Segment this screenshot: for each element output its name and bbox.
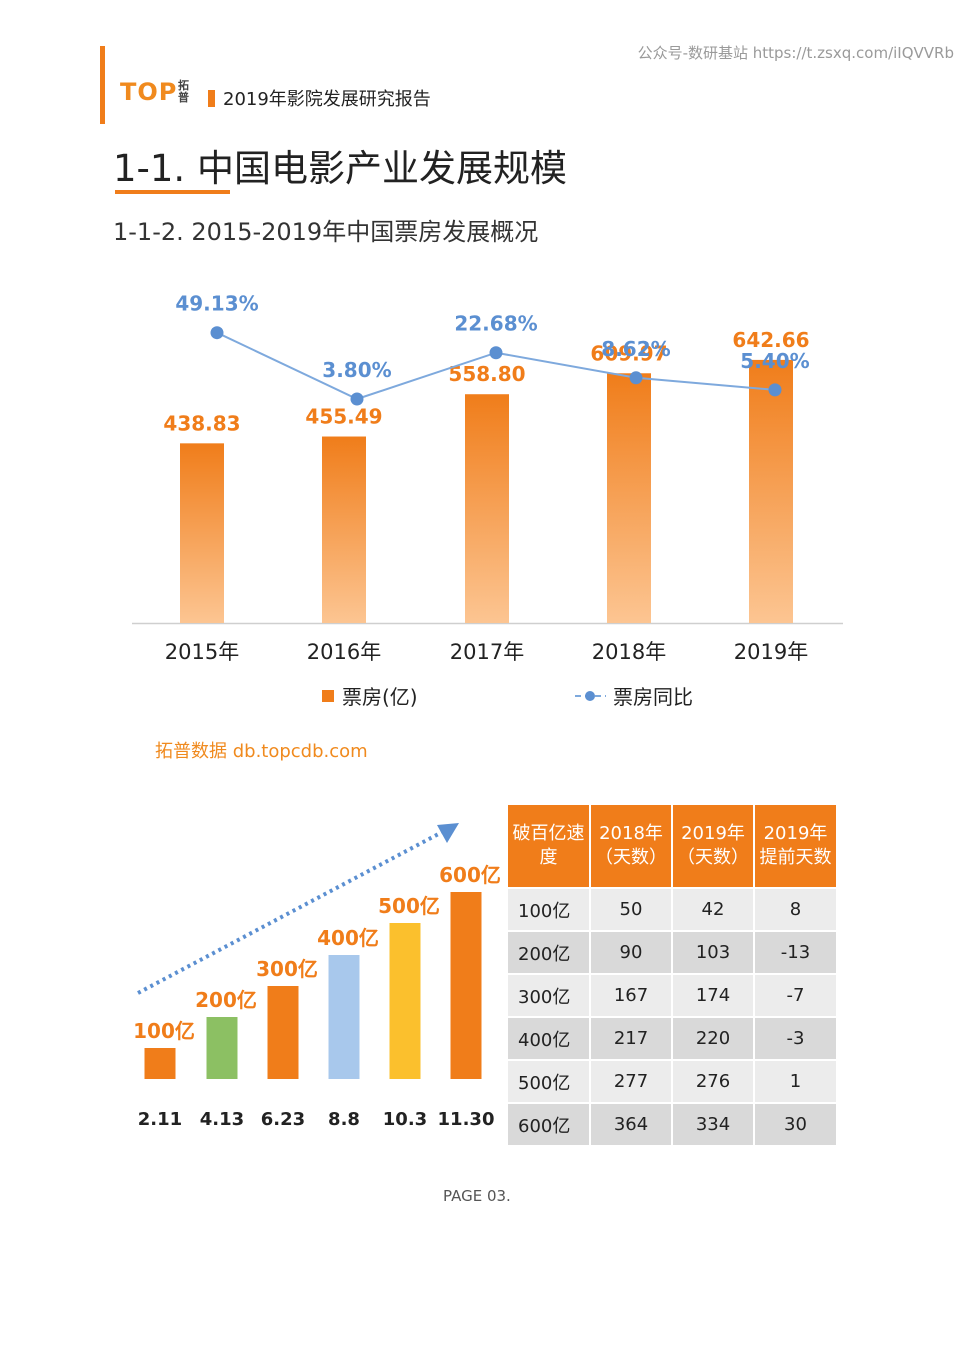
table-header-cell: 2019年（天数） — [672, 805, 755, 888]
table-cell: 90 — [590, 930, 673, 974]
milestone-bar-600亿 — [450, 892, 482, 1079]
legend-label-line: 票房同比 — [613, 685, 693, 709]
table-row: 500亿 277 276 1 — [508, 1059, 836, 1103]
section-title: 1-1-2. 2015-2019年中国票房发展概况 — [113, 218, 539, 246]
bar-2017年 — [465, 394, 509, 623]
yoy-point — [350, 392, 364, 406]
header-accent-bar — [100, 46, 105, 124]
table-cell: 103 — [672, 930, 755, 974]
table-cell: 200亿 — [508, 930, 591, 974]
yoy-point — [489, 346, 503, 360]
table-row: 100亿 50 42 8 — [508, 887, 836, 931]
table-cell: -7 — [754, 973, 836, 1017]
yoy-value-label: 8.62% — [601, 337, 670, 361]
table-cell: 8 — [754, 887, 836, 931]
milestone-speed-table: 破百亿速度 2018年（天数） 2019年（天数） 2019年提前天数 100亿… — [508, 805, 836, 1145]
milestone-bar-300亿 — [267, 986, 299, 1079]
trend-arrow-head — [437, 823, 459, 843]
table-cell: 500亿 — [508, 1059, 591, 1103]
table-header-cell: 2018年（天数） — [590, 805, 673, 888]
trend-arrow-line — [137, 828, 447, 995]
milestone-label: 500亿 — [378, 894, 440, 918]
milestone-bar-500亿 — [389, 923, 421, 1079]
table-row: 600亿 364 334 30 — [508, 1102, 836, 1145]
table-header-cell: 破百亿速度 — [508, 805, 591, 888]
data-source: 拓普数据 db.topcdb.com — [155, 741, 368, 762]
milestone-label: 300亿 — [256, 957, 318, 981]
table-cell: 50 — [590, 887, 673, 931]
bar-2015年 — [180, 443, 224, 623]
yoy-point — [768, 383, 782, 397]
table-row: 300亿 167 174 -7 — [508, 973, 836, 1017]
x-tick-label: 2016年 — [307, 640, 381, 664]
milestone-bar-100亿 — [144, 1048, 176, 1079]
yoy-point — [629, 371, 643, 385]
bar-2019年 — [749, 359, 793, 623]
milestone-value-label: 11.30 — [438, 1109, 495, 1130]
table-cell: 217 — [590, 1016, 673, 1060]
bar-value-label: 455.49 — [305, 405, 382, 429]
box-office-chart: 438.83 2015年 455.49 2016年 558.80 2017年 609.97 2… — [132, 292, 843, 709]
x-tick-label: 2015年 — [165, 640, 239, 664]
milestone-bar-200亿 — [206, 1017, 238, 1079]
page-title: 1-1. 中国电影产业发展规模 — [113, 147, 567, 190]
milestone-label: 400亿 — [317, 926, 379, 950]
x-tick-label: 2017年 — [450, 640, 524, 664]
report-title: 2019年影院发展研究报告 — [208, 85, 431, 111]
legend-point-icon — [585, 691, 595, 701]
x-tick-label: 2018年 — [592, 640, 666, 664]
milestone-label: 100亿 — [133, 1019, 195, 1043]
top-logo-cn: 拓普 — [178, 79, 189, 104]
table-cell: 300亿 — [508, 973, 591, 1017]
bar-value-label: 558.80 — [448, 362, 525, 386]
yoy-value-label: 3.80% — [322, 358, 391, 382]
table-cell: 276 — [672, 1059, 755, 1103]
bar-value-label: 642.66 — [732, 328, 809, 352]
milestone-label: 200亿 — [195, 988, 257, 1012]
source-watermark: 公众号-数研基站 https://t.zsxq.com/iIQVVRb — [637, 44, 954, 62]
table-header-cell: 2019年提前天数 — [754, 805, 836, 888]
table-cell: 334 — [672, 1102, 755, 1145]
legend-label-bar: 票房(亿) — [342, 685, 418, 709]
title-underline — [115, 190, 230, 194]
bar-2018年 — [607, 373, 651, 623]
table-cell: -3 — [754, 1016, 836, 1060]
table-cell: 100亿 — [508, 887, 591, 931]
milestone-value-label: 4.13 — [200, 1109, 244, 1130]
table-cell: 167 — [590, 973, 673, 1017]
legend-swatch-bar — [322, 690, 334, 702]
table-row: 400亿 217 220 -3 — [508, 1016, 836, 1060]
table-cell: 42 — [672, 887, 755, 931]
yoy-value-label: 22.68% — [454, 312, 537, 336]
table-cell: -13 — [754, 930, 836, 974]
yoy-value-label: 49.13% — [175, 292, 258, 316]
milestone-value-label: 10.3 — [383, 1109, 427, 1130]
table-row: 200亿 90 103 -13 — [508, 930, 836, 974]
milestone-value-label: 8.8 — [328, 1109, 360, 1130]
table-cell: 600亿 — [508, 1102, 591, 1145]
yoy-value-label: 5.40% — [740, 349, 809, 373]
table-cell: 1 — [754, 1059, 836, 1103]
table-cell: 400亿 — [508, 1016, 591, 1060]
bar-value-label: 438.83 — [163, 411, 240, 435]
table-cell: 277 — [590, 1059, 673, 1103]
milestone-bar-400亿 — [328, 955, 360, 1079]
page-number: PAGE 03. — [443, 1187, 511, 1205]
milestone-chart: 100亿 2.11 200亿 4.13 300亿 6.23 400亿 8.8 500亿 10.3 6… — [133, 823, 501, 1130]
table-cell: 220 — [672, 1016, 755, 1060]
milestone-label: 600亿 — [439, 863, 501, 887]
yoy-point — [210, 326, 224, 340]
top-logo: TOP — [120, 78, 178, 106]
x-tick-label: 2019年 — [734, 640, 808, 664]
bar-value-label: 609.97 — [590, 341, 667, 365]
table-cell: 364 — [590, 1102, 673, 1145]
milestone-value-label: 2.11 — [138, 1109, 182, 1130]
table-cell: 30 — [754, 1102, 836, 1145]
table-cell: 174 — [672, 973, 755, 1017]
bar-2016年 — [322, 436, 366, 623]
milestone-value-label: 6.23 — [261, 1109, 305, 1130]
table-header-row: 破百亿速度 2018年（天数） 2019年（天数） 2019年提前天数 — [508, 805, 836, 888]
